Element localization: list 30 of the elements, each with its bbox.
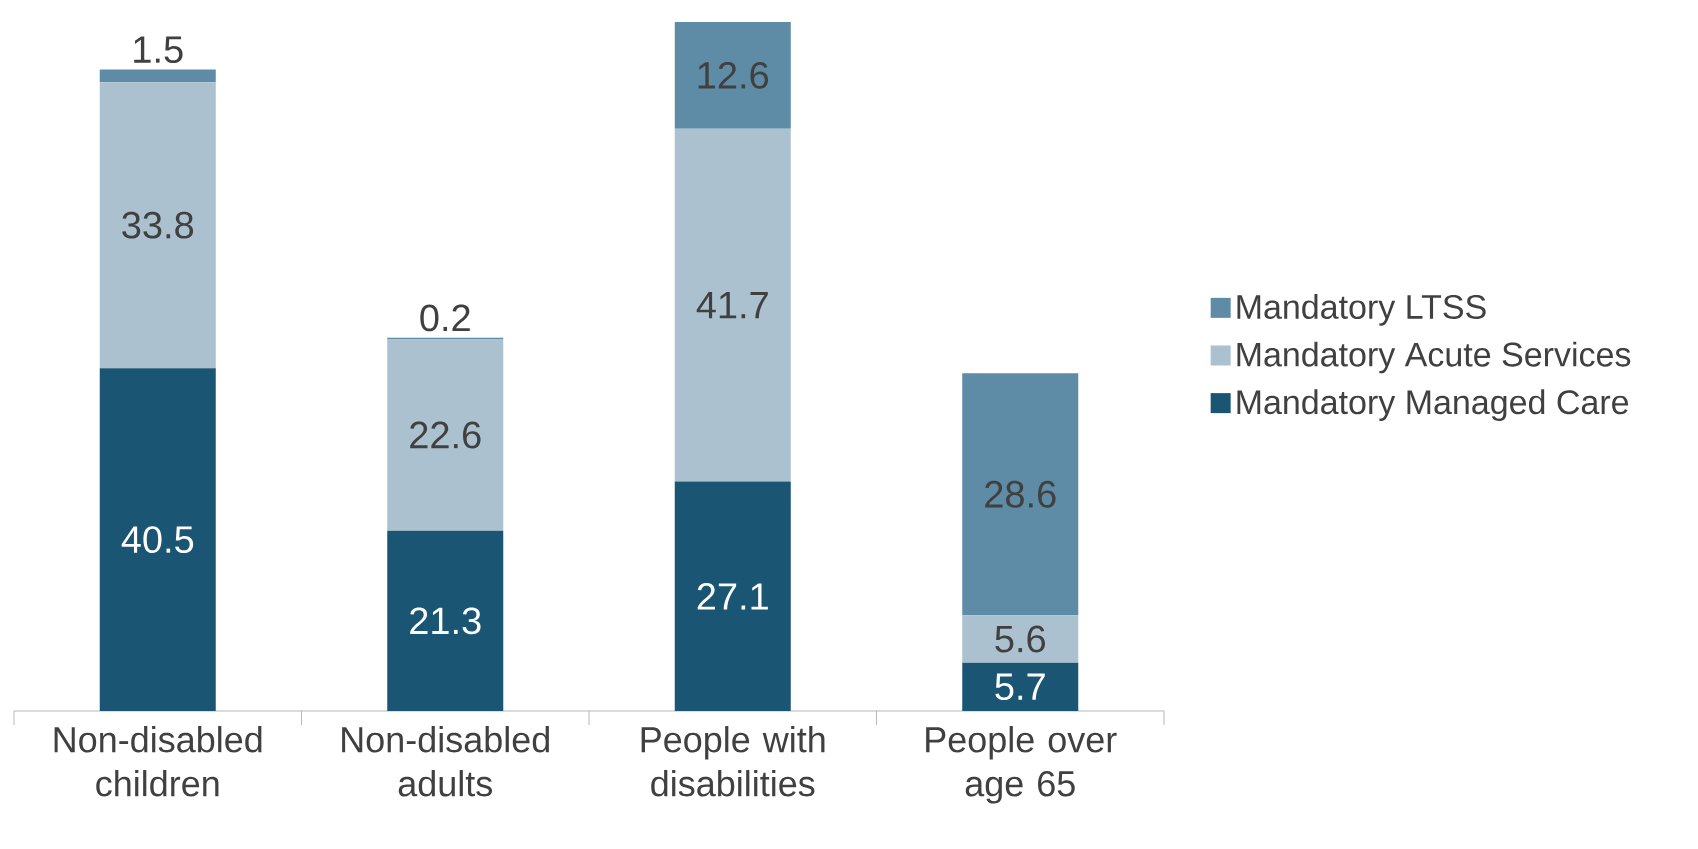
- bar: [962, 662, 1079, 711]
- x-tick-label: Non-disabled children: [54, 726, 262, 797]
- x-tick-label: People over age 65: [926, 726, 1117, 804]
- data-label: 0.2: [420, 304, 470, 332]
- data-label: 28.6: [985, 480, 1056, 508]
- data-label: 33.8: [122, 211, 194, 239]
- x-tick-label: People with disabilities: [641, 726, 825, 797]
- bar: [99, 368, 216, 711]
- legend-label: Mandatory LTSS: [1237, 294, 1486, 326]
- legend-label: Mandatory Managed Care: [1237, 389, 1629, 421]
- data-label: 22.6: [410, 421, 481, 449]
- bar: [387, 530, 504, 711]
- bar: [674, 22, 791, 129]
- data-label: 41.7: [696, 292, 768, 319]
- bar: [99, 69, 216, 83]
- data-label: 27.1: [697, 583, 768, 610]
- bar: [387, 339, 504, 531]
- data-label: 21.3: [410, 607, 481, 635]
- bar: [962, 373, 1079, 616]
- x-tick-label: Non-disabled adults: [342, 726, 549, 797]
- data-label: 40.5: [121, 526, 194, 554]
- data-label: 12.6: [698, 61, 769, 89]
- legend-label: Mandatory Acute Services: [1237, 341, 1631, 374]
- bar: [674, 128, 791, 482]
- bar: [99, 82, 216, 369]
- bar: [962, 615, 1079, 663]
- bar: [674, 481, 791, 711]
- data-label: 1.5: [134, 36, 183, 64]
- data-label: 5.7: [995, 673, 1045, 701]
- data-label: 5.6: [995, 625, 1045, 653]
